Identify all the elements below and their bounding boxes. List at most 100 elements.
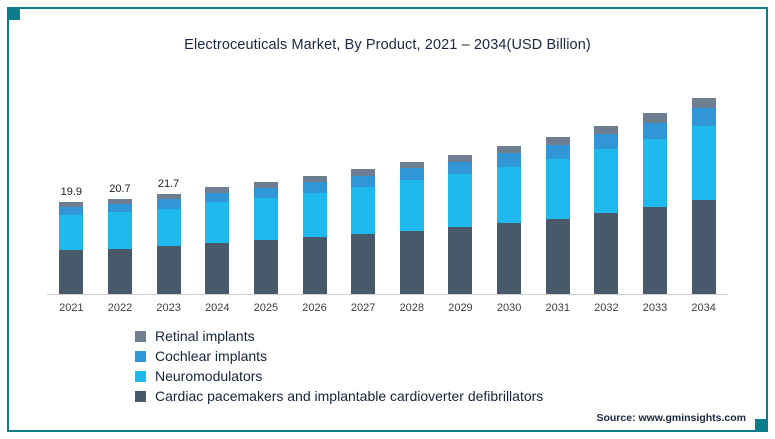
legend-swatch-icon [135, 350, 146, 362]
bar-stack-2021 [59, 202, 84, 294]
legend-label: Cardiac pacemakers and implantable cardi… [155, 388, 544, 404]
retinal-implants-segment [448, 155, 473, 163]
bar-column-2025 [242, 83, 291, 294]
bar-stack-2031 [545, 136, 570, 294]
x-axis-label-2034: 2034 [691, 302, 716, 314]
x-axis-label-2023: 2023 [156, 302, 181, 314]
bar-column-2021: 19.9 [47, 83, 96, 294]
cochlear-implants-segment [691, 108, 716, 126]
chart-card: Electroceuticals Market, By Product, 202… [7, 7, 768, 432]
x-axis-label-2031: 2031 [545, 302, 570, 314]
legend-item-cochlear-implants: Cochlear implants [135, 348, 768, 364]
neuromodulators-segment [448, 174, 473, 228]
cardiac-pacemakers-segment [351, 234, 376, 294]
bar-stack-2022 [107, 198, 132, 294]
neuromodulators-segment [594, 149, 619, 213]
retinal-implants-segment [59, 202, 84, 207]
bar-stack-2028 [399, 162, 424, 294]
bar-column-2033 [631, 83, 680, 294]
bar-column-2027 [339, 83, 388, 294]
bar-column-2024 [193, 83, 242, 294]
retinal-implants-segment [399, 162, 424, 169]
neuromodulators-segment [497, 166, 522, 223]
cardiac-pacemakers-segment [107, 248, 132, 294]
neuromodulators-segment [156, 208, 181, 247]
cochlear-implants-segment [302, 182, 327, 193]
retinal-implants-segment [253, 182, 278, 188]
neuromodulators-segment [691, 125, 716, 201]
retinal-implants-segment [107, 198, 132, 204]
cochlear-implants-segment [497, 153, 522, 167]
retinal-implants-segment [351, 169, 376, 176]
cochlear-implants-segment [594, 133, 619, 150]
neuromodulators-segment [302, 192, 327, 238]
cochlear-implants-segment [253, 187, 278, 198]
bar-column-2032 [582, 83, 631, 294]
bar-stack-2027 [351, 169, 376, 294]
x-axis-label-2029: 2029 [448, 302, 473, 314]
chart-frame [7, 7, 768, 432]
retinal-implants-segment [302, 176, 327, 183]
cochlear-implants-segment [545, 144, 570, 159]
bar-stack-2023 [156, 194, 181, 294]
cardiac-pacemakers-segment [448, 227, 473, 294]
bar-value-label-2022: 20.7 [109, 182, 131, 195]
neuromodulators-segment [399, 180, 424, 231]
cochlear-implants-segment [643, 122, 667, 139]
chart-area: 19.9 20.7 21.7 2021 2022 2023 2024 2025 2026 202… [47, 83, 728, 314]
x-axis-label-2027: 2027 [350, 302, 376, 314]
bar-value-label-2023: 21.7 [157, 178, 180, 191]
cardiac-pacemakers-segment [643, 207, 667, 294]
cochlear-implants-segment [107, 203, 132, 213]
retinal-implants-segment [545, 136, 570, 145]
retinal-implants-segment [156, 194, 181, 200]
legend-swatch-icon [135, 330, 146, 342]
neuromodulators-segment [107, 212, 132, 249]
x-axis-label-2025: 2025 [253, 302, 279, 314]
bar-stack-2034 [691, 98, 716, 294]
bar-stack-2026 [302, 176, 327, 294]
cochlear-implants-segment [351, 175, 376, 187]
legend: Retinal implants Cochlear implants Neuromo… [135, 328, 768, 404]
retinal-implants-segment [643, 113, 667, 123]
cardiac-pacemakers-segment [59, 249, 84, 294]
source-attribution: Source: www.gminsights.com [596, 412, 746, 424]
bar-column-2026 [290, 83, 339, 294]
chart-title: Electroceuticals Market, By Product, 202… [184, 37, 591, 53]
bar-stack-2032 [594, 125, 619, 294]
x-axis-label-2024: 2024 [205, 302, 230, 314]
plot-area: 19.9 20.7 21.7 [47, 83, 728, 295]
bar-stack-2029 [448, 155, 473, 294]
retinal-implants-segment [205, 187, 230, 193]
cardiac-pacemakers-segment [399, 230, 424, 294]
retinal-implants-segment [594, 125, 619, 134]
legend-item-neuromodulators: Neuromodulators [135, 368, 768, 384]
cardiac-pacemakers-segment [497, 222, 522, 294]
neuromodulators-segment [545, 158, 570, 219]
retinal-implants-segment [497, 145, 522, 154]
bar-stack-2025 [253, 182, 278, 294]
bar-column-2022: 20.7 [96, 83, 145, 294]
cardiac-pacemakers-segment [545, 218, 570, 294]
cardiac-pacemakers-segment [253, 240, 278, 294]
legend-swatch-icon [135, 370, 146, 382]
neuromodulators-segment [59, 214, 84, 250]
bar-column-2023: 21.7 [144, 83, 193, 294]
x-axis-label-2032: 2032 [594, 302, 619, 314]
bar-value-label-2021: 19.9 [60, 186, 83, 199]
bar-stack-2033 [643, 113, 667, 294]
cochlear-implants-segment [156, 199, 181, 209]
retinal-implants-segment [691, 98, 716, 109]
bar-column-2031 [533, 83, 582, 294]
legend-swatch-icon [135, 390, 146, 402]
legend-label: Cochlear implants [155, 348, 268, 364]
bar-column-2034 [679, 83, 728, 294]
legend-item-retinal-implants: Retinal implants [135, 328, 768, 344]
cochlear-implants-segment [205, 192, 230, 203]
bar-stack-2030 [497, 145, 522, 294]
x-axis-label-2028: 2028 [399, 302, 425, 314]
bar-column-2028 [387, 83, 436, 294]
neuromodulators-segment [205, 202, 230, 243]
cochlear-implants-segment [448, 162, 473, 175]
neuromodulators-segment [351, 186, 376, 235]
